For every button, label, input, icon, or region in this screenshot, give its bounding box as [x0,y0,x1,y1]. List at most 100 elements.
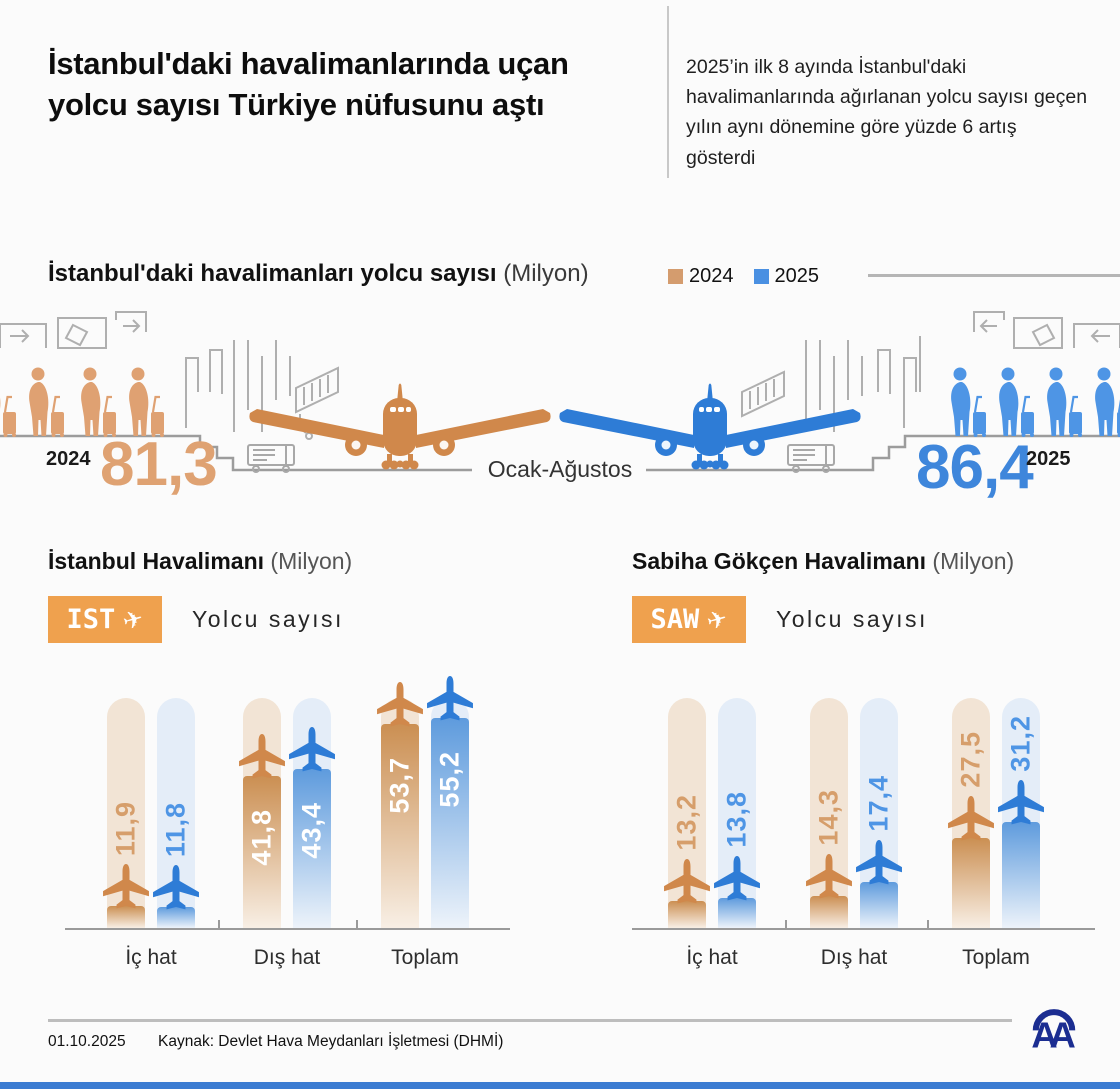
page-title: İstanbul'daki havalimanlarında uçan yolc… [48,46,569,122]
saw-bar-chart: 13,2 13,8 14,3 17,4 27,5 31,2 İç hat Dış hat Top… [632,698,1120,969]
plane-icon [153,865,199,910]
category-label-0: İç hat [686,946,738,969]
saw-airport-badge: SAW ✈ [632,596,746,643]
bar-value-label: 11,9 [110,800,141,856]
bar-value-label: 17,4 [863,775,894,832]
bar-2024-cat0: 11,9 [103,698,149,928]
bar-plane-icon [425,676,475,721]
bar-value-label: 41,8 [246,809,277,866]
bar-2024-cat1: 14,3 [806,698,852,928]
footer-rule [48,1019,1012,1022]
plane-icon [998,780,1044,825]
bar-2025-cat1: 17,4 [856,698,902,928]
plane-icon [714,856,760,901]
bar-2025-cat0: 11,8 [153,698,199,928]
bar-value-label: 14,3 [813,789,844,846]
panel-title: İstanbul Havalimanı (Milyon) [48,548,540,575]
overview-title-unit: (Milyon) [503,260,589,287]
bar-value-label: 55,2 [434,751,465,808]
bar-value-label: 27,5 [955,731,986,788]
ground-line-left [0,434,472,472]
svg-text:A: A [1050,1015,1076,1055]
header-rule [868,274,1120,277]
footer-date: 01.10.2025 [48,1033,126,1050]
legend-swatch-2025 [753,269,769,284]
bar-plane-icon [712,856,762,901]
axis-tick [927,920,929,928]
plane-icon [377,682,423,727]
bar-fill [243,776,281,928]
bar-plane-icon [996,780,1046,825]
overview-2025-value: 86,4 [916,433,1034,502]
bar-fill [860,882,898,928]
bottom-accent-bar [0,1082,1120,1089]
bar-2025-cat2: 55,2 [427,676,473,928]
bar-fill [157,907,195,928]
ist-airport-badge: IST ✈ [48,596,162,643]
bar-plane-icon [662,859,712,904]
category-label-0: İç hat [125,946,177,969]
x-axis [65,928,510,930]
bar-value-label: 13,8 [721,791,752,848]
bar-fill [431,718,469,928]
bar-plane-icon [946,796,996,841]
bar-value-label: 11,8 [160,801,191,857]
bar-2025-cat1: 43,4 [289,698,335,928]
legend-label-2025: 2025 [774,265,820,287]
legend-swatch-2024 [668,269,683,284]
footer-source: Kaynak: Devlet Hava Meydanları İşletmesi… [158,1033,504,1050]
overview-2025-year: 2025 [1026,448,1071,470]
plane-icon [806,854,852,899]
plane-icon [239,734,285,779]
panel-title-unit: (Milyon) [932,548,1015,574]
period-label: Ocak-Ağustos [487,456,633,482]
bar-plane-icon [804,854,854,899]
badge-row: SAW ✈ Yolcu sayısı [632,596,928,643]
bar-fill [810,896,848,928]
badge-code: IST [66,604,116,635]
plane-icon [856,840,902,885]
panel-title-unit: (Milyon) [270,548,353,574]
chart-subtitle: Yolcu sayısı [776,606,928,632]
bar-fill [952,838,990,928]
panel-title: Sabiha Gökçen Havalimanı (Milyon) [632,548,1120,575]
axis-tick [218,920,220,928]
panel-sabiha-gokcen-airport: Sabiha Gökçen Havalimanı (Milyon) SAW ✈ … [632,548,1120,988]
header-summary: 2025’in ilk 8 ayında İstanbul'daki haval… [686,56,1088,169]
plane-icon [427,676,473,721]
x-axis [632,928,1095,930]
badge-row: IST ✈ Yolcu sayısı [48,596,344,643]
bar-2024-cat2: 27,5 [948,698,994,928]
plane-icon [664,859,710,904]
bar-fill [668,901,706,928]
plane-icon [289,727,335,772]
bar-value-label: 13,2 [671,794,702,851]
terminal-lineart-left [0,311,339,440]
bar-plane-icon [237,734,287,779]
bar-plane-icon [151,865,201,910]
axis-tick [785,920,787,928]
overview-illustration: 2024 81,3 Ocak-Ağustos 86,4 2025 [0,296,1120,511]
legend-label-2024: 2024 [689,265,734,287]
bar-fill [107,906,145,928]
bar-2025-cat0: 13,8 [714,698,760,928]
panel-istanbul-airport: İstanbul Havalimanı (Milyon) IST ✈ Yolcu… [48,548,540,988]
legend-item-2024: 2024 [668,265,734,288]
badge-code: SAW [650,604,700,635]
plane-icon [948,796,994,841]
bar-value-label: 43,4 [296,802,327,859]
legend-item-2025: 2025 [753,265,820,288]
bar-2025-cat2: 31,2 [998,698,1044,928]
bar-value-label: 53,7 [384,757,415,814]
bar-fill [1002,822,1040,928]
plane-badge-icon: ✈ [120,603,147,636]
plane-badge-icon: ✈ [704,603,731,636]
overview-2024-value: 81,3 [100,430,218,499]
bar-fill [718,898,756,928]
bar-2024-cat1: 41,8 [239,698,285,928]
svg-text:A: A [1031,1015,1057,1055]
chart-subtitle: Yolcu sayısı [192,606,344,632]
header-divider [667,6,669,178]
panel-title-text: İstanbul Havalimanı [48,548,265,574]
